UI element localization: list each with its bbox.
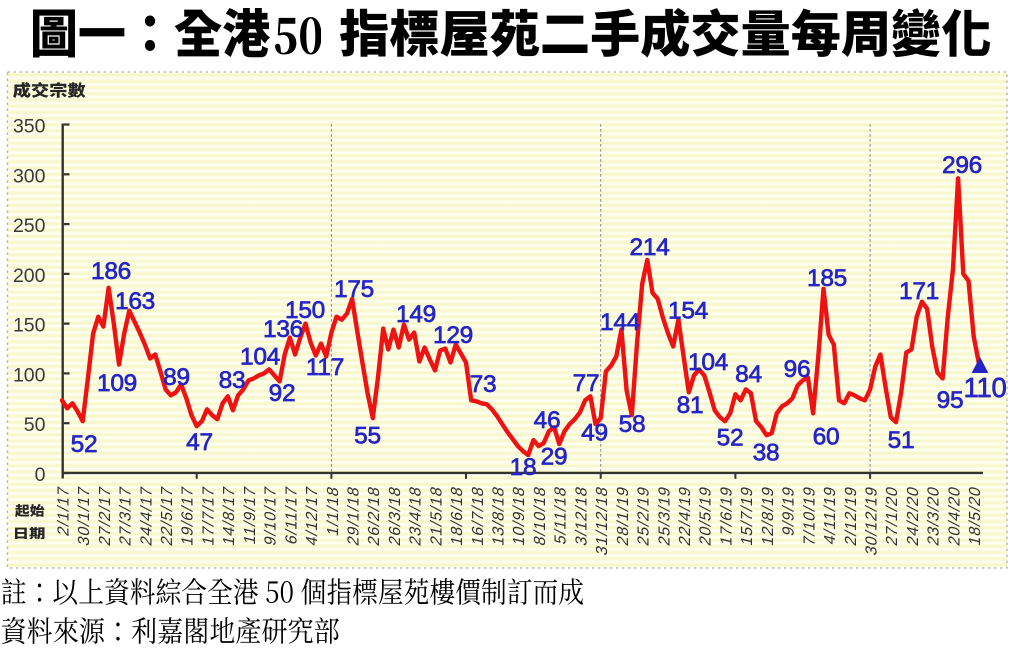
svg-text:96: 96	[784, 356, 811, 383]
svg-text:17/6/19: 17/6/19	[718, 484, 736, 547]
svg-text:200: 200	[13, 265, 46, 287]
svg-text:26/3/18: 26/3/18	[386, 484, 404, 547]
svg-text:24/4/17: 24/4/17	[138, 484, 156, 547]
svg-text:149: 149	[396, 301, 436, 328]
svg-text:0: 0	[35, 464, 46, 486]
svg-text:84: 84	[735, 361, 762, 388]
svg-text:30/1/17: 30/1/17	[75, 484, 93, 547]
svg-text:7/10/19: 7/10/19	[801, 484, 819, 547]
svg-text:300: 300	[13, 165, 46, 187]
svg-text:154: 154	[668, 298, 708, 325]
svg-text:21/5/18: 21/5/18	[428, 484, 446, 547]
svg-text:104: 104	[688, 349, 728, 376]
svg-text:15/7/19: 15/7/19	[738, 484, 756, 547]
svg-text:11/9/17: 11/9/17	[241, 484, 259, 546]
svg-text:81: 81	[677, 392, 704, 419]
svg-text:25/3/19: 25/3/19	[656, 484, 674, 547]
svg-text:13/8/18: 13/8/18	[490, 484, 508, 547]
svg-text:150: 150	[13, 315, 46, 337]
svg-text:28/1/19: 28/1/19	[614, 484, 632, 547]
svg-text:26/2/18: 26/2/18	[365, 484, 383, 547]
svg-text:20/4/20: 20/4/20	[946, 484, 964, 547]
svg-text:2/1/17: 2/1/17	[55, 484, 73, 538]
svg-text:49: 49	[581, 420, 608, 447]
svg-text:100: 100	[13, 364, 46, 386]
svg-text:163: 163	[115, 288, 155, 315]
svg-text:104: 104	[240, 344, 280, 371]
svg-text:150: 150	[285, 297, 325, 324]
svg-text:171: 171	[899, 278, 939, 305]
svg-text:129: 129	[433, 322, 473, 349]
svg-text:175: 175	[334, 276, 374, 303]
svg-text:31/12/18: 31/12/18	[593, 484, 611, 557]
svg-text:38: 38	[753, 440, 780, 467]
svg-text:186: 186	[91, 258, 131, 285]
svg-text:110: 110	[964, 372, 1007, 403]
svg-text:52: 52	[71, 431, 98, 458]
svg-text:22/4/19: 22/4/19	[676, 484, 694, 547]
svg-text:6/11/17: 6/11/17	[283, 484, 301, 546]
svg-text:18: 18	[510, 454, 537, 481]
svg-text:89: 89	[163, 364, 190, 391]
svg-text:350: 350	[13, 116, 46, 138]
svg-text:22/5/17: 22/5/17	[158, 484, 176, 547]
svg-text:47: 47	[186, 429, 213, 456]
svg-text:136: 136	[263, 316, 303, 343]
svg-text:109: 109	[97, 370, 137, 397]
svg-text:144: 144	[600, 309, 640, 336]
svg-text:23/3/20: 23/3/20	[925, 484, 943, 547]
svg-text:52: 52	[717, 425, 744, 452]
svg-text:8/10/18: 8/10/18	[531, 484, 549, 547]
svg-text:20/5/19: 20/5/19	[697, 484, 715, 547]
svg-text:50: 50	[24, 414, 46, 436]
svg-text:2/12/19: 2/12/19	[842, 484, 860, 547]
svg-text:30/12/19: 30/12/19	[863, 484, 881, 557]
svg-text:250: 250	[13, 215, 46, 237]
svg-text:83: 83	[219, 367, 246, 394]
svg-text:185: 185	[807, 265, 847, 292]
svg-text:3/12/18: 3/12/18	[573, 484, 591, 547]
svg-text:9/9/19: 9/9/19	[780, 484, 798, 538]
svg-text:296: 296	[942, 152, 982, 179]
svg-text:9/10/17: 9/10/17	[262, 484, 280, 547]
svg-text:214: 214	[630, 234, 670, 261]
svg-text:19/6/17: 19/6/17	[179, 484, 197, 547]
svg-text:27/2/17: 27/2/17	[96, 484, 114, 547]
svg-text:117: 117	[306, 354, 344, 381]
svg-text:17/7/17: 17/7/17	[200, 484, 218, 547]
svg-text:51: 51	[888, 427, 915, 454]
svg-text:4/12/17: 4/12/17	[303, 484, 321, 547]
svg-text:73: 73	[470, 371, 497, 398]
svg-text:10/9/18: 10/9/18	[510, 484, 528, 547]
svg-text:12/8/19: 12/8/19	[759, 484, 777, 547]
svg-text:46: 46	[534, 407, 561, 434]
svg-text:58: 58	[619, 411, 646, 438]
svg-text:4/11/19: 4/11/19	[821, 484, 839, 546]
svg-text:23/4/18: 23/4/18	[407, 484, 425, 547]
svg-text:60: 60	[813, 424, 840, 451]
svg-text:29: 29	[541, 444, 568, 471]
svg-text:25/2/19: 25/2/19	[635, 484, 653, 547]
svg-text:16/7/18: 16/7/18	[469, 484, 487, 547]
svg-text:18/6/18: 18/6/18	[448, 484, 466, 547]
svg-text:77: 77	[573, 370, 600, 397]
svg-text:14/8/17: 14/8/17	[220, 484, 238, 547]
svg-text:18/5/20: 18/5/20	[966, 484, 984, 547]
svg-text:24/2/20: 24/2/20	[904, 484, 922, 547]
svg-text:95: 95	[937, 387, 964, 414]
svg-text:92: 92	[269, 380, 296, 407]
svg-text:27/3/17: 27/3/17	[117, 484, 135, 547]
svg-text:1/1/18: 1/1/18	[324, 484, 342, 538]
svg-text:55: 55	[354, 423, 381, 450]
svg-text:27/1/20: 27/1/20	[883, 484, 901, 547]
svg-text:29/1/18: 29/1/18	[345, 484, 363, 547]
svg-text:5/11/18: 5/11/18	[552, 484, 570, 546]
